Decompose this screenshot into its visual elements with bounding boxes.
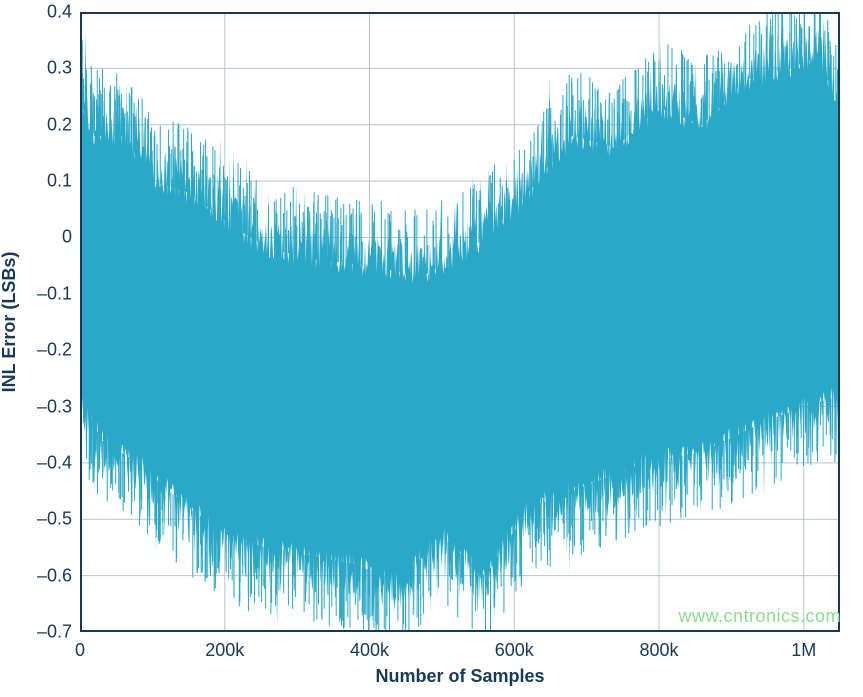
x-tick-label: 400k bbox=[350, 640, 389, 661]
y-tick-label: 0.1 bbox=[47, 171, 72, 192]
y-tick-label: 0.3 bbox=[47, 58, 72, 79]
inl-error-chart: 0 200k 400k 600k 800k 1M –0.7 –0.6 –0.5 –0.4 –0.3… bbox=[0, 0, 863, 697]
y-tick-label: –0.7 bbox=[37, 622, 72, 643]
watermark: www.cntronics.com bbox=[678, 606, 841, 627]
y-tick-label: –0.3 bbox=[37, 396, 72, 417]
y-axis-label: INL Error (LSBs) bbox=[0, 252, 20, 393]
x-tick-label: 600k bbox=[495, 640, 534, 661]
plot-svg bbox=[80, 12, 840, 632]
y-tick-label: 0 bbox=[62, 227, 72, 248]
x-axis-label: Number of Samples bbox=[375, 666, 544, 687]
x-tick-label: 800k bbox=[640, 640, 679, 661]
y-tick-label: 0.4 bbox=[47, 2, 72, 23]
y-tick-label: –0.5 bbox=[37, 509, 72, 530]
plot-area bbox=[80, 12, 840, 632]
x-tick-label: 1M bbox=[791, 640, 816, 661]
y-tick-label: –0.1 bbox=[37, 283, 72, 304]
y-tick-label: –0.4 bbox=[37, 452, 72, 473]
y-tick-label: –0.6 bbox=[37, 565, 72, 586]
y-tick-label: 0.2 bbox=[47, 114, 72, 135]
x-tick-label: 0 bbox=[75, 640, 85, 661]
y-tick-label: –0.2 bbox=[37, 340, 72, 361]
x-tick-label: 200k bbox=[205, 640, 244, 661]
